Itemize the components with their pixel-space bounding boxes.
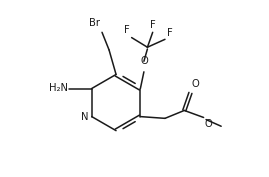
Text: Br: Br: [89, 18, 100, 28]
Text: F: F: [124, 25, 130, 35]
Text: F: F: [150, 20, 155, 30]
Text: O: O: [141, 56, 148, 66]
Text: H₂N: H₂N: [49, 83, 68, 93]
Text: O: O: [204, 119, 212, 129]
Text: N: N: [81, 112, 89, 122]
Text: O: O: [191, 79, 199, 89]
Text: F: F: [167, 28, 172, 38]
